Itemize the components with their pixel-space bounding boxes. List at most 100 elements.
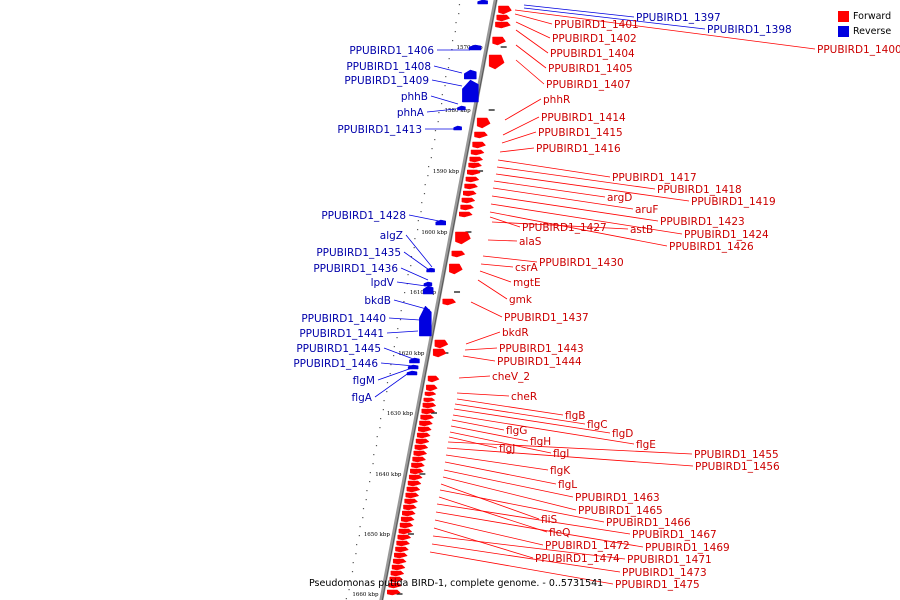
track-dot: [407, 274, 409, 276]
reverse-leader-line: [374, 371, 411, 398]
reverse-leader-line: [433, 65, 463, 74]
forward-gene-label: flgJ: [499, 443, 515, 455]
reverse-gene-label: algZ: [380, 230, 403, 242]
forward-gene-label: PPUBIRD1_1416: [536, 143, 621, 155]
forward-gene-label: flgG: [506, 425, 527, 437]
track-dot: [455, 22, 457, 24]
forward-gene: [459, 211, 473, 218]
forward-gene: [399, 522, 414, 529]
forward-gene: [395, 546, 409, 553]
forward-gene-label: PPUBIRD1_1466: [606, 517, 691, 529]
reverse-gene-label: bkdB: [364, 295, 391, 307]
forward-leader-line: [431, 543, 621, 573]
forward-leader-line: [502, 116, 540, 136]
track-dot: [448, 58, 450, 60]
forward-gene-label: PPUBIRD1_1402: [552, 33, 637, 45]
track-dot: [434, 130, 437, 132]
track-dot: [400, 310, 402, 312]
track-dot: [375, 445, 378, 447]
forward-leader-line: [448, 436, 498, 449]
reverse-gene: [464, 69, 477, 80]
forward-gene: [469, 156, 484, 163]
forward-gene: [468, 162, 483, 169]
track-dot: [369, 472, 371, 474]
reverse-gene-label: PPUBIRD1_1428: [321, 210, 406, 222]
forward-gene: [396, 540, 411, 547]
reverse-gene-label: flgM: [353, 375, 375, 387]
forward-leader-line: [436, 503, 631, 535]
reverse-leader-line: [388, 317, 421, 321]
track-dot: [427, 175, 429, 177]
forward-leader-line: [445, 454, 549, 471]
forward-leader-line: [479, 270, 512, 283]
forward-gene-label: flgE: [636, 439, 656, 451]
reverse-leader-line: [396, 281, 427, 287]
forward-leader-line: [515, 29, 549, 54]
tick-label: 1630 kbp: [387, 411, 414, 417]
forward-gene-label: csrA: [515, 262, 539, 274]
forward-leader-line: [515, 44, 547, 69]
forward-gene: [470, 149, 485, 156]
forward-gene-label: PPUBIRD1_1423: [660, 216, 745, 228]
forward-gene: [423, 397, 436, 403]
track-dot: [390, 364, 392, 366]
reverse-gene: [423, 281, 433, 287]
forward-gene: [488, 54, 505, 70]
track-dot: [376, 436, 378, 438]
forward-gene-label: PPUBIRD1_1463: [575, 492, 660, 504]
reverse-gene: [426, 267, 435, 273]
forward-gene-label: cheV_2: [492, 371, 530, 383]
forward-gene: [390, 570, 405, 577]
forward-leader-line: [496, 166, 656, 190]
reverse-gene-label: lpdV: [371, 277, 395, 289]
forward-leader-line: [433, 527, 534, 559]
forward-gene: [442, 298, 457, 306]
forward-gene: [463, 190, 477, 197]
track-dot: [438, 112, 440, 114]
reverse-leader-line: [430, 95, 459, 105]
forward-gene-label: PPUBIRD1_1414: [541, 112, 626, 124]
forward-gene-label: aruF: [635, 204, 658, 216]
track-dot: [404, 292, 406, 294]
forward-gene-label: PPUBIRD1_1437: [504, 312, 589, 324]
forward-leader-line: [492, 187, 634, 210]
forward-gene: [449, 263, 463, 275]
forward-leader-line: [493, 180, 606, 198]
forward-gene-label: flgH: [530, 436, 551, 448]
forward-leader-line: [504, 98, 542, 121]
forward-leader-line: [451, 419, 505, 431]
forward-gene-label: PPUBIRD1_1467: [632, 529, 717, 541]
track-dot: [458, 13, 460, 15]
tick-label: 1640 kbp: [375, 472, 402, 478]
track-dot: [393, 355, 395, 357]
forward-swatch: [838, 11, 849, 22]
reverse-leader-line: [383, 347, 417, 361]
forward-gene: [388, 582, 403, 589]
track-dot: [372, 463, 374, 465]
track-dot: [430, 157, 432, 159]
forward-leader-line: [495, 173, 690, 202]
track-dot: [358, 535, 360, 537]
reverse-swatch: [838, 26, 849, 37]
forward-gene-label: PPUBIRD1_1415: [538, 127, 623, 139]
forward-leader-line: [497, 159, 611, 178]
forward-gene: [476, 117, 491, 129]
track-dot: [351, 571, 354, 573]
reverse-leader-line: [408, 214, 445, 223]
forward-gene-label: PPUBIRD1_1430: [539, 257, 624, 269]
track-dot: [399, 319, 402, 321]
forward-gene: [418, 426, 432, 433]
forward-gene-label: PPUBIRD1_1404: [550, 48, 635, 60]
forward-leader-line: [442, 476, 577, 511]
forward-leader-line: [499, 147, 535, 153]
tick-label: 1590 kbp: [433, 169, 460, 175]
forward-gene-label: gmk: [509, 294, 533, 306]
forward-gene-label: PPUBIRD1_1400: [817, 44, 900, 56]
forward-gene: [406, 486, 421, 493]
forward-leader-line: [458, 375, 491, 379]
reverse-leader-line: [380, 362, 415, 367]
track-dot: [458, 4, 461, 6]
forward-gene-label: flgD: [612, 428, 633, 440]
forward-gene-label: alaS: [519, 236, 542, 248]
reverse-gene: [457, 105, 466, 111]
